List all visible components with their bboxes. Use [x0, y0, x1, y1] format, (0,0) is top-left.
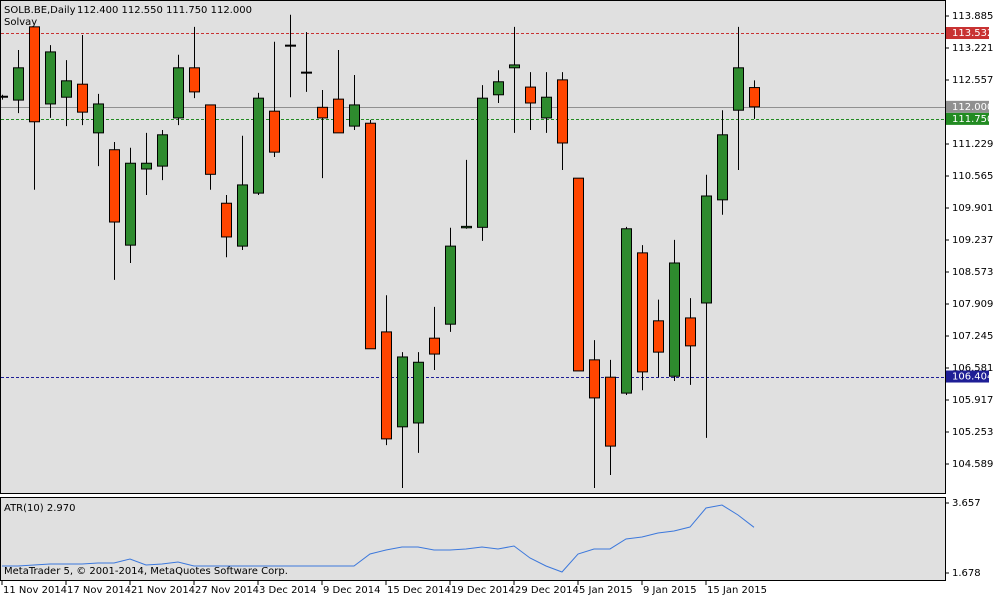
x-tick-label: 19 Dec 2014 [451, 585, 515, 596]
bull-body [621, 228, 632, 394]
bear-body [109, 149, 120, 223]
bear-body [333, 98, 344, 134]
y-tick-label: 107.245 [952, 331, 993, 342]
bull-body [477, 97, 488, 228]
footer: MetaTrader 5, © 2001-2014, MetaQuotes So… [4, 566, 288, 577]
x-tick-label: 11 Nov 2014 [3, 585, 67, 596]
y-tick-label: 111.229 [952, 139, 993, 150]
bull-body [717, 134, 728, 201]
y-tick-label: 105.253 [952, 427, 993, 438]
bull-body [397, 356, 408, 428]
bear-body [685, 317, 696, 347]
bull-body [445, 245, 456, 325]
y-tick-label: 110.565 [952, 171, 993, 182]
bear-body [77, 83, 88, 113]
bull-body [701, 195, 712, 304]
overlay: SOLB.BE,Daily 112.400 112.550 111.750 11… [4, 5, 993, 577]
subtitle: Solvay [4, 17, 37, 28]
level-label: 111.750 [952, 114, 993, 125]
x-tick-label: 17 Nov 2014 [67, 585, 131, 596]
bull-body [541, 96, 552, 119]
bull-body [669, 262, 680, 377]
indicator-title: ATR(10) 2.970 [4, 503, 75, 514]
bear-body [317, 106, 328, 119]
bull-body [413, 361, 424, 424]
bear-body [365, 122, 376, 350]
x-tick-label: 15 Jan 2015 [707, 585, 767, 596]
y-tick-label: 105.917 [952, 395, 993, 406]
level-box [946, 112, 989, 125]
y-tick-label: 108.573 [952, 267, 993, 278]
level-label: 112.000 [952, 102, 993, 113]
y-tick-label: 3.657 [952, 498, 981, 509]
level-box [946, 27, 989, 40]
x-tick-label: 5 Jan 2015 [579, 585, 633, 596]
bear-body [429, 337, 440, 355]
x-tick-label: 3 Dec 2014 [259, 585, 317, 596]
bull-body [45, 51, 56, 105]
bull-body [301, 71, 312, 74]
chart-title: SOLB.BE,Daily [4, 5, 76, 16]
bull-body [173, 67, 184, 119]
x-tick-label: 15 Dec 2014 [387, 585, 451, 596]
bear-body [29, 26, 40, 123]
bull-body [125, 162, 136, 246]
y-tick-label: 113.885 [952, 11, 993, 22]
bull-body [237, 184, 248, 247]
bull-body [93, 103, 104, 134]
x-tick-label: 9 Dec 2014 [323, 585, 381, 596]
y-tick-label: 1.678 [952, 568, 981, 579]
bear-body [221, 202, 232, 238]
bull-body [253, 97, 264, 194]
marks: 113.885 113.221 112.557 111.229 110.565 109.9… [0, 11, 993, 596]
bear-body [269, 110, 280, 153]
bear-body [557, 79, 568, 144]
y-tick-label: 109.237 [952, 235, 993, 246]
indicator-line [2, 504, 755, 573]
price-panel [0, 0, 946, 494]
y-tick-label: 109.901 [952, 203, 993, 214]
y-tick-label: 107.909 [952, 299, 993, 310]
level-label: 106.404 [952, 372, 993, 383]
bear-body [285, 44, 296, 47]
x-tick-label: 9 Jan 2015 [643, 585, 697, 596]
bear-body [573, 177, 584, 372]
bull-body [349, 104, 360, 127]
bear-body [205, 104, 216, 175]
level-box [946, 370, 989, 383]
indicator-panel [0, 497, 946, 581]
bull-body [493, 81, 504, 96]
bear-body [749, 87, 760, 108]
bear-body [589, 359, 600, 399]
quote: 112.400 112.550 111.750 112.000 [77, 5, 252, 16]
bull-body [61, 80, 72, 98]
bull-body [461, 225, 472, 229]
x-tick-label: 21 Nov 2014 [131, 585, 195, 596]
bull-body [509, 64, 520, 69]
y-tick-label: 112.557 [952, 75, 993, 86]
bear-body [381, 331, 392, 440]
y-tick-label: 104.589 [952, 459, 993, 470]
level-box [946, 100, 989, 113]
bear-body [0, 95, 8, 98]
y-tick-label: 113.221 [952, 43, 993, 54]
bull-body [157, 134, 168, 167]
bull-body [141, 162, 152, 170]
x-tick-label: 27 Nov 2014 [195, 585, 259, 596]
bear-body [605, 376, 616, 447]
bull-body [733, 67, 744, 111]
bear-body [653, 320, 664, 353]
bear-body [525, 86, 536, 104]
bull-body [13, 67, 24, 101]
bear-body [637, 252, 648, 373]
y-tick-label: 106.581 [952, 363, 993, 374]
level-label: 113.532 [952, 28, 993, 39]
x-tick-label: 29 Dec 2014 [515, 585, 579, 596]
bear-body [189, 67, 200, 93]
